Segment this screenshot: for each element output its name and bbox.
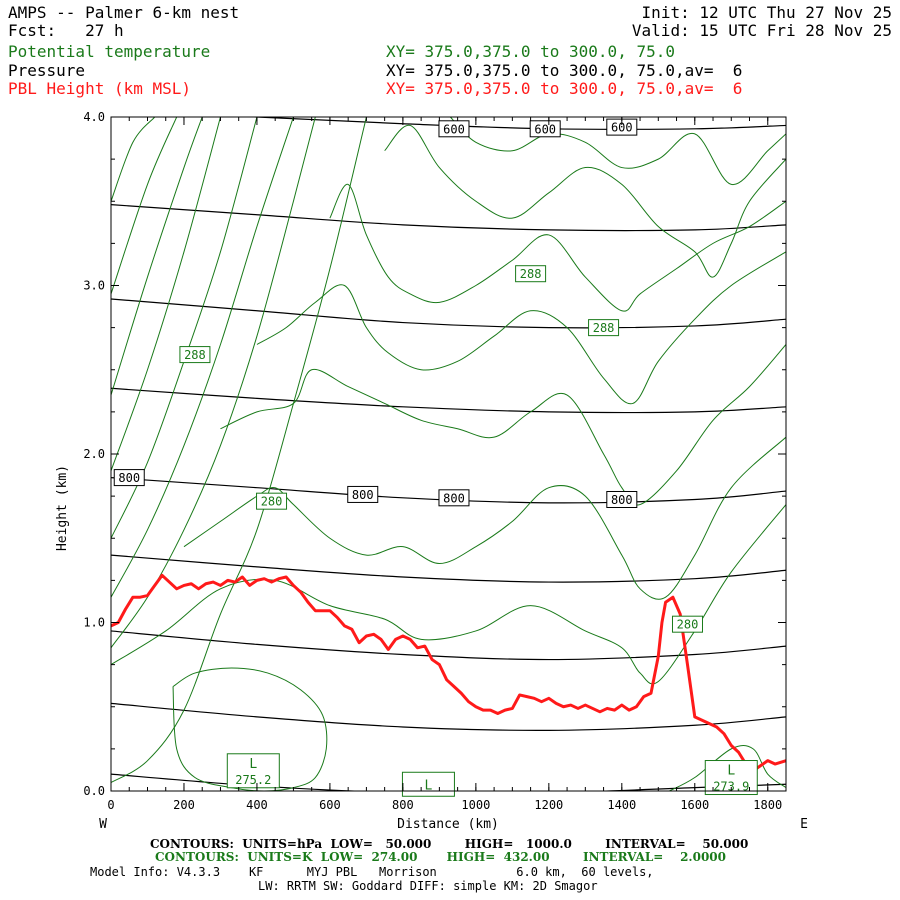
legend-pressure-label: Pressure [8, 61, 86, 80]
pbl-height-series [111, 573, 786, 773]
pressure-label-box [113, 469, 145, 487]
theta-contour-line [111, 117, 221, 472]
theta-contour-line [111, 117, 294, 598]
west-label: W [99, 817, 107, 832]
footer-physics-info: LW: RRTM SW: Goddard DIFF: simple KM: 2D… [258, 879, 598, 893]
theta-label-box [515, 265, 547, 283]
theta-contour-line [111, 117, 156, 202]
footer-pressure-contours: CONTOURS: UNITS=hPa LOW= 50.000 HIGH= 10… [150, 837, 749, 851]
pbl-height-line [111, 573, 786, 773]
low-value: 275.2 [235, 773, 271, 787]
valid-time: Valid: 15 UTC Fri 28 Nov 25 [631, 21, 892, 40]
theta-label-box [588, 319, 620, 337]
pressure-label: 800 [443, 491, 465, 505]
theta-contour-line [111, 117, 203, 396]
pressure-contour-line [111, 298, 786, 329]
legend-pbl-xy: XY= 375.0,375.0 to 300.0, 75.0,av= 6 [386, 79, 743, 98]
pressure-contour-line [111, 204, 786, 232]
pressure-label-box [529, 120, 561, 138]
y-axis-title: Height (km) [55, 465, 70, 551]
x-tick-label: 1400 [607, 798, 636, 812]
theta-contour-line [329, 183, 786, 312]
x-tick-label: 400 [246, 798, 268, 812]
theta-contour-line [669, 745, 786, 791]
pressure-label: 600 [534, 122, 556, 136]
pressure-label: 600 [443, 122, 465, 136]
pressure-label-box [347, 485, 379, 503]
pressure-contours [111, 117, 786, 791]
low-letter: L [425, 778, 433, 793]
theta-label: 288 [593, 321, 615, 335]
plot-title: AMPS -- Palmer 6-km nest [8, 3, 240, 22]
x-axis-title: Distance (km) [397, 817, 499, 832]
x-tick-label: 1800 [753, 798, 782, 812]
plot-frame [110, 116, 787, 792]
pressure-label-box [606, 490, 638, 508]
legend-pbl-label: PBL Height (km MSL) [8, 79, 192, 98]
theta-contour-line [172, 667, 328, 791]
theta-contour-line [384, 124, 786, 278]
y-tick-label: 3.0 [83, 279, 105, 293]
theta-contour-line [111, 117, 367, 784]
low-letter: L [249, 757, 257, 772]
footer-theta-contours: CONTOURS: UNITS=K LOW= 274.00 HIGH= 432.… [155, 850, 726, 864]
theta-label-box [179, 346, 211, 364]
theta-contour-line [220, 344, 786, 506]
low-value: 273.9 [713, 780, 749, 794]
x-tick-label: 800 [392, 798, 414, 812]
pressure-label: 600 [611, 121, 633, 135]
theta-label-box [256, 492, 288, 510]
x-tick-label: 1000 [461, 798, 490, 812]
legend-theta-label: Potential temperature [8, 42, 211, 61]
theta-contour-line [183, 436, 786, 600]
east-label: E [800, 817, 808, 832]
theta-label: 288 [184, 348, 206, 362]
init-time: Init: 12 UTC Thu 27 Nov 25 [641, 3, 892, 22]
footer-model-info: Model Info: V4.3.3 KF MYJ PBL Morrison 6… [90, 865, 654, 879]
x-tick-label: 0 [107, 798, 114, 812]
axes: 0 200 400 600 800 1000 1200 1400 1600 1800 0.0 1.0 2… [83, 110, 787, 812]
pressure-label: 800 [352, 488, 374, 502]
low-label-box [401, 771, 455, 797]
theta-contour-line [111, 117, 178, 295]
y-tick-label: 2.0 [83, 447, 105, 461]
y-tick-label: 0.0 [83, 784, 105, 798]
pressure-label: 800 [611, 493, 633, 507]
legend-pressure-xy: XY= 375.0,375.0 to 300.0, 75.0,av= 6 [386, 61, 743, 80]
low-label-box [226, 753, 280, 789]
y-tick-label: 4.0 [83, 110, 105, 124]
theta-label: 280 [261, 495, 283, 509]
pressure-contour-line [111, 387, 786, 414]
x-tick-label: 200 [173, 798, 195, 812]
x-tick-label: 1600 [680, 798, 709, 812]
x-tick-label: 1200 [534, 798, 563, 812]
pressure-contour-line [111, 554, 786, 583]
theta-label-box [671, 615, 703, 633]
pressure-label-box [438, 120, 470, 138]
theta-contour-line [256, 251, 786, 405]
pressure-contour-line [111, 702, 786, 731]
y-tick-label: 1.0 [83, 616, 105, 630]
theta-contour-line [449, 117, 786, 185]
theta-contours [111, 117, 786, 791]
low-letter: L [727, 764, 735, 779]
theta-label: 288 [520, 267, 542, 281]
legend-theta-xy: XY= 375.0,375.0 to 300.0, 75.0 [386, 42, 675, 61]
theta-label: 280 [677, 618, 699, 632]
x-tick-label: 600 [319, 798, 341, 812]
pressure-label-box [438, 489, 470, 507]
pressure-contour-line [111, 630, 786, 661]
pressure-label: 800 [118, 471, 140, 485]
forecast-hour: Fcst: 27 h [8, 21, 124, 40]
theta-contour-line [111, 117, 316, 649]
